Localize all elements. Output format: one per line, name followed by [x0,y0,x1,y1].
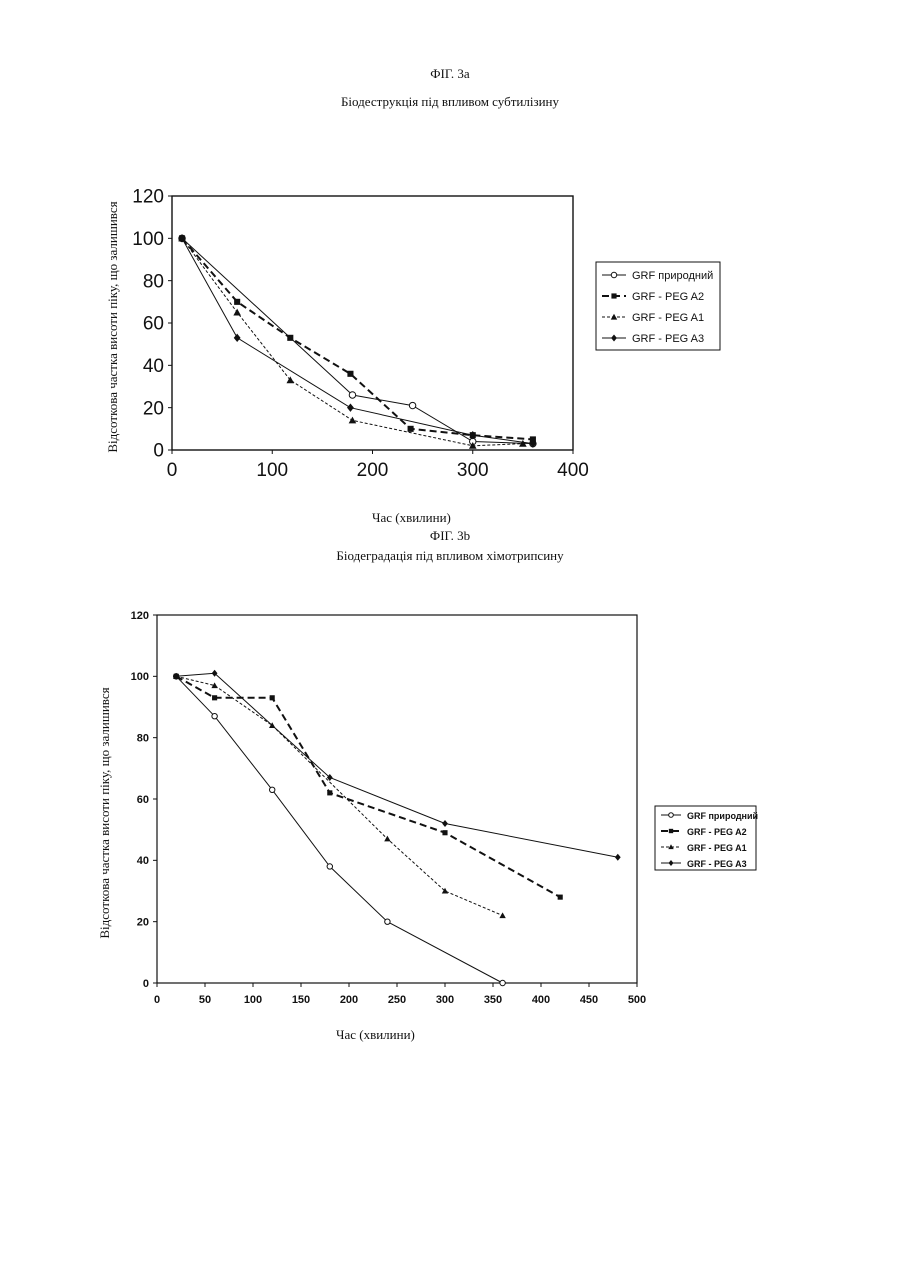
legend-label-0: GRF природний [687,811,758,821]
y-tick-label: 40 [137,855,149,867]
data-point-series-0 [409,402,415,408]
data-point-series-1 [212,695,217,700]
charts-canvas: 0204060801001200100200300400GRF природни… [0,0,900,1273]
data-point-series-3 [442,820,448,827]
x-tick-label: 450 [580,994,598,1006]
legend-marker-0 [669,813,674,818]
legend-label-3: GRF - PEG A3 [632,333,704,345]
data-point-series-3 [615,854,621,861]
data-point-series-0 [349,392,355,398]
x-tick-label: 0 [154,994,160,1006]
x-tick-label: 300 [436,994,454,1006]
chart-a-legend: GRF природний GRF - PEG A2 GRF - PEG A1 GRF… [596,262,720,350]
legend-marker-0 [611,272,616,277]
series-line-3 [176,673,618,857]
data-point-series-1 [347,371,353,377]
y-tick-label: 100 [131,671,149,683]
y-tick-label: 60 [143,314,164,335]
legend-label-2: GRF - PEG A1 [687,843,747,853]
x-tick-label: 150 [292,994,310,1006]
y-tick-label: 0 [153,441,164,462]
data-point-series-1 [442,830,447,835]
y-tick-label: 40 [143,356,164,377]
data-point-series-1 [558,895,563,900]
x-tick-label: 0 [167,460,178,481]
legend-label-0: GRF природний [632,270,713,282]
x-tick-label: 400 [557,460,589,481]
x-tick-label: 100 [256,460,288,481]
y-tick-label: 100 [132,229,164,250]
legend-label-2: GRF - PEG A1 [632,312,704,324]
data-point-series-3 [234,334,241,342]
x-tick-label: 250 [388,994,406,1006]
data-point-series-1 [327,790,332,795]
legend-label-3: GRF - PEG A3 [687,859,747,869]
y-tick-label: 120 [132,187,164,208]
legend-marker-1 [611,293,616,298]
x-tick-label: 350 [484,994,502,1006]
y-tick-label: 20 [137,917,149,929]
chart-a: 0 20 40 60 80 100 120 0 100 200 300 400 GRF природни… [132,187,720,481]
y-tick-label: 0 [143,978,149,990]
chart-b: 0 20 40 60 80 100 120 0 50 100 150 200 250 300 350 400 4… [131,610,758,1006]
data-point-series-2 [499,912,505,918]
data-point-series-1 [408,426,414,432]
data-point-series-2 [349,417,357,424]
data-point-series-1 [270,695,275,700]
x-tick-label: 200 [357,460,389,481]
series-line-2 [182,238,523,445]
chart-b-frame [157,615,637,983]
y-tick-label: 120 [131,610,149,622]
y-tick-label: 80 [137,733,149,745]
x-tick-label: 50 [199,994,211,1006]
data-point-series-2 [384,836,390,842]
data-point-series-0 [385,919,390,924]
data-point-series-1 [287,335,293,341]
data-point-series-0 [269,787,274,792]
series-line-1 [176,676,560,897]
y-tick-label: 80 [143,271,164,292]
data-point-series-0 [327,864,332,869]
data-point-series-0 [500,980,505,985]
x-tick-label: 200 [340,994,358,1006]
y-tick-label: 20 [143,398,164,419]
data-point-series-0 [212,713,217,718]
series-line-0 [176,676,502,983]
chart-a-frame [172,196,573,450]
series-line-0 [182,238,533,443]
data-point-series-2 [233,309,241,316]
data-point-series-1 [234,299,240,305]
data-point-series-3 [347,403,354,411]
chart-b-legend: GRF природний GRF - PEG A2 GRF - PEG A1 GRF… [655,806,758,870]
legend-marker-1 [669,829,673,833]
x-tick-label: 400 [532,994,550,1006]
series-line-3 [182,238,533,443]
x-tick-label: 100 [244,994,262,1006]
legend-label-1: GRF - PEG A2 [687,827,747,837]
y-tick-label: 60 [137,794,149,806]
data-point-series-2 [286,376,294,383]
legend-label-1: GRF - PEG A2 [632,291,704,303]
x-tick-label: 300 [457,460,489,481]
x-tick-label: 500 [628,994,646,1006]
